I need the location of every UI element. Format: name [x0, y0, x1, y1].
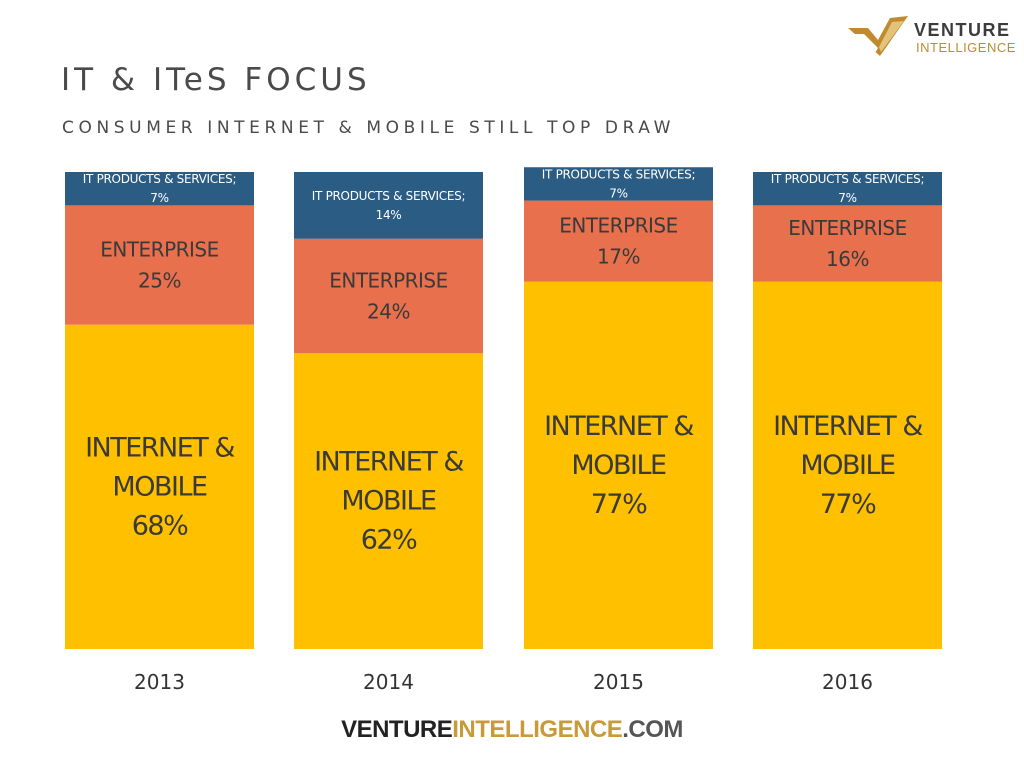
- data-label-2013-segment-2-line-1: 7%: [150, 191, 168, 205]
- venture-intelligence-logo: VENTURE INTELLIGENCE: [848, 14, 1018, 58]
- logo-text-venture: VENTURE: [914, 20, 1011, 40]
- data-label-2015-segment-1-line-0: ENTERPRISE: [559, 214, 678, 238]
- data-label-2014-segment-1-line-1: 24%: [367, 300, 410, 324]
- data-label-2014-segment-0-line-0: INTERNET &: [314, 447, 464, 478]
- data-label-2013-segment-2-line-0: IT PRODUCTS & SERVICES;: [83, 172, 236, 186]
- data-label-2013-segment-0-line-2: 68%: [132, 510, 188, 541]
- logo-text-intelligence: INTELLIGENCE: [916, 40, 1016, 55]
- slide-title: IT & ITeS FOCUS: [61, 62, 371, 98]
- data-label-2014-segment-2-line-1: 14%: [376, 208, 402, 222]
- x-tick-label-2016: 2016: [822, 670, 873, 694]
- data-label-2015-segment-2-line-1: 7%: [609, 186, 627, 200]
- data-label-2016-segment-1-line-0: ENTERPRISE: [788, 216, 907, 240]
- data-label-2016-segment-0-line-0: INTERNET &: [773, 411, 923, 442]
- bar-2016-segment-2: [753, 172, 942, 206]
- data-label-2015-segment-1-line-1: 17%: [597, 245, 640, 269]
- footer-text-venture: VENTURE: [341, 716, 453, 743]
- logo-chevron-icon: [848, 16, 908, 56]
- data-label-2014-segment-1-line-0: ENTERPRISE: [329, 269, 448, 293]
- bar-2014-segment-0: [294, 353, 483, 649]
- bar-2013-segment-2: [65, 172, 254, 206]
- bar-2013-segment-1: [65, 205, 254, 325]
- bar-2015-segment-0: [524, 281, 713, 649]
- x-tick-label-2015: 2015: [593, 670, 644, 694]
- bar-2016-segment-1: [753, 205, 942, 282]
- data-label-2016-segment-0-line-2: 77%: [820, 489, 876, 520]
- data-label-2015-segment-2-line-0: IT PRODUCTS & SERVICES;: [542, 167, 695, 181]
- bar-2015-segment-2: [524, 167, 713, 201]
- data-label-2015-segment-0-line-0: INTERNET &: [544, 411, 694, 442]
- data-label-2014-segment-2-line-0: IT PRODUCTS & SERVICES;: [312, 189, 465, 203]
- footer-website: VENTUREINTELLIGENCE.COM: [0, 716, 1024, 744]
- data-label-2014-segment-0-line-1: MOBILE: [341, 486, 436, 517]
- slide-subtitle: CONSUMER INTERNET & MOBILE STILL TOP DRA…: [62, 118, 676, 138]
- x-tick-label-2013: 2013: [134, 670, 185, 694]
- data-label-2014-segment-0-line-2: 62%: [361, 525, 417, 556]
- bar-2016-segment-0: [753, 281, 942, 649]
- x-tick-label-2014: 2014: [363, 670, 414, 694]
- data-label-2015-segment-0-line-1: MOBILE: [571, 450, 666, 481]
- data-label-2016-segment-0-line-1: MOBILE: [800, 450, 895, 481]
- data-label-2016-segment-2-line-0: IT PRODUCTS & SERVICES;: [771, 172, 924, 186]
- data-label-2013-segment-0-line-0: INTERNET &: [85, 432, 235, 463]
- data-label-2013-segment-0-line-1: MOBILE: [112, 471, 207, 502]
- data-label-2013-segment-1-line-0: ENTERPRISE: [100, 238, 219, 262]
- data-label-2015-segment-0-line-2: 77%: [591, 489, 647, 520]
- bar-2013-segment-0: [65, 324, 254, 649]
- footer-text-intelligence: INTELLIGENCE: [452, 716, 623, 743]
- data-label-2016-segment-2-line-1: 7%: [838, 191, 856, 205]
- bar-2014-segment-2: [294, 172, 483, 239]
- bar-2014-segment-1: [294, 238, 483, 354]
- footer-text-com: .COM: [622, 716, 683, 743]
- data-label-2013-segment-1-line-1: 25%: [138, 269, 181, 293]
- data-label-2016-segment-1-line-1: 16%: [826, 247, 869, 271]
- bar-2015-segment-1: [524, 200, 713, 282]
